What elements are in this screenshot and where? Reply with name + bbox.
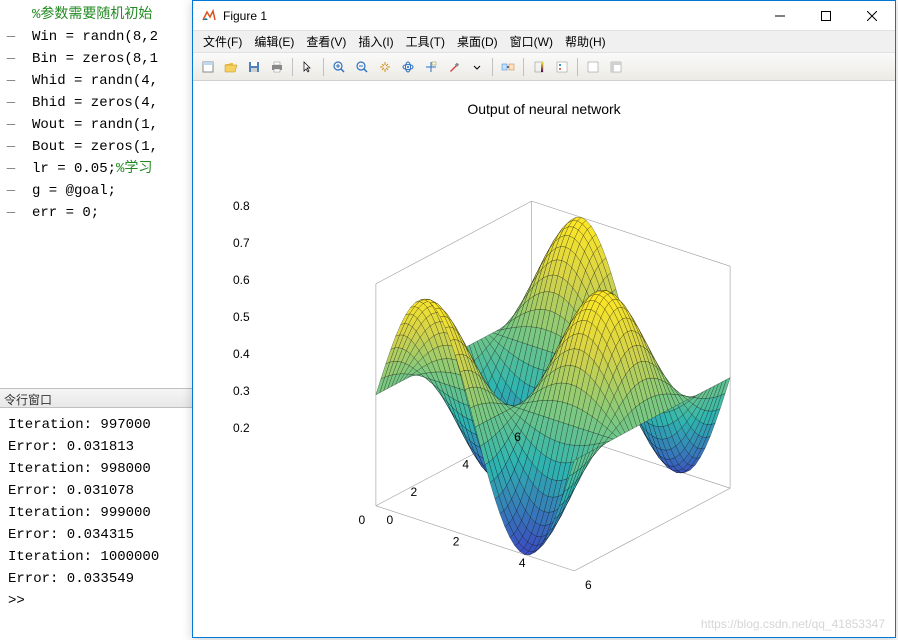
hide-tools-icon[interactable] (582, 56, 604, 78)
command-window[interactable]: Iteration: 997000Error: 0.031813Iteratio… (0, 410, 200, 640)
brush-dropdown-icon[interactable] (466, 56, 488, 78)
command-output-line: Iteration: 997000 (8, 414, 192, 436)
figure-window: Figure 1 文件(F)编辑(E)查看(V)插入(I)工具(T)桌面(D)窗… (192, 0, 896, 638)
command-output-line: >> (8, 590, 192, 612)
code-editor: %参数需要随机初始—Win = randn(8,2—Bin = zeros(8,… (0, 0, 200, 380)
command-output-line: Error: 0.031813 (8, 436, 192, 458)
data-cursor-icon[interactable] (420, 56, 442, 78)
pointer-icon[interactable] (297, 56, 319, 78)
svg-text:6: 6 (514, 430, 521, 444)
surface-plot: 0 2 4 6 6 4 2 0 (223, 136, 873, 626)
rotate-3d-icon[interactable] (397, 56, 419, 78)
z-tick-label: 0.5 (233, 310, 250, 324)
menu-item[interactable]: 查看(V) (300, 31, 352, 52)
breakpoint-gutter[interactable]: — (0, 92, 22, 114)
code-text: Win = randn(8,2 (22, 26, 158, 48)
menu-item[interactable]: 工具(T) (400, 31, 451, 52)
figure-menubar: 文件(F)编辑(E)查看(V)插入(I)工具(T)桌面(D)窗口(W)帮助(H) (193, 31, 895, 53)
svg-text:4: 4 (462, 458, 469, 472)
code-text: g = @goal; (22, 180, 116, 202)
code-text: Bin = zeros(8,1 (22, 48, 158, 70)
close-button[interactable] (849, 1, 895, 31)
matlab-icon (201, 8, 217, 24)
svg-text:2: 2 (453, 534, 460, 548)
save-icon[interactable] (243, 56, 265, 78)
svg-text:6: 6 (585, 578, 592, 592)
z-tick-label: 0.8 (233, 199, 250, 213)
minimize-button[interactable] (757, 1, 803, 31)
link-icon[interactable] (497, 56, 519, 78)
z-tick-label: 0.2 (233, 421, 250, 435)
editor-line: —err = 0; (0, 202, 200, 224)
figure-axes[interactable]: Output of neural network 0 2 4 6 6 4 2 0 0.8 0.7… (193, 81, 895, 637)
breakpoint-gutter[interactable]: — (0, 158, 22, 180)
maximize-button[interactable] (803, 1, 849, 31)
toolbar-separator (577, 58, 578, 76)
toolbar-separator (492, 58, 493, 76)
menu-item[interactable]: 桌面(D) (451, 31, 504, 52)
breakpoint-gutter[interactable]: — (0, 180, 22, 202)
editor-line: —g = @goal; (0, 180, 200, 202)
figure-titlebar[interactable]: Figure 1 (193, 1, 895, 31)
editor-line: —lr = 0.05;%学习 (0, 158, 200, 180)
z-tick-label: 0.6 (233, 273, 250, 287)
show-tools-icon[interactable] (605, 56, 627, 78)
colorbar-icon[interactable] (528, 56, 550, 78)
code-text: %参数需要随机初始 (22, 4, 152, 26)
breakpoint-gutter[interactable]: — (0, 114, 22, 136)
z-tick-label: 0.3 (233, 384, 250, 398)
menu-item[interactable]: 文件(F) (197, 31, 248, 52)
code-text: Bhid = zeros(4, (22, 92, 158, 114)
menu-item[interactable]: 编辑(E) (248, 31, 300, 52)
editor-line: —Win = randn(8,2 (0, 26, 200, 48)
zoom-out-icon[interactable] (351, 56, 373, 78)
command-output-line: Iteration: 1000000 (8, 546, 192, 568)
command-output-line: Iteration: 999000 (8, 502, 192, 524)
svg-text:0: 0 (387, 513, 394, 527)
command-output-line: Error: 0.033549 (8, 568, 192, 590)
z-tick-label: 0.7 (233, 236, 250, 250)
breakpoint-gutter[interactable]: — (0, 70, 22, 92)
toolbar-separator (292, 58, 293, 76)
editor-line: —Whid = randn(4, (0, 70, 200, 92)
svg-text:4: 4 (519, 556, 526, 570)
z-tick-label: 0.4 (233, 347, 250, 361)
command-output-line: Error: 0.034315 (8, 524, 192, 546)
figure-title: Figure 1 (223, 9, 757, 23)
menu-item[interactable]: 帮助(H) (559, 31, 612, 52)
command-output-line: Error: 0.031078 (8, 480, 192, 502)
editor-line: —Bin = zeros(8,1 (0, 48, 200, 70)
toolbar-separator (523, 58, 524, 76)
print-icon[interactable] (266, 56, 288, 78)
menu-item[interactable]: 插入(I) (352, 31, 399, 52)
breakpoint-gutter[interactable]: — (0, 136, 22, 158)
code-text: lr = 0.05;%学习 (22, 158, 152, 180)
menu-item[interactable]: 窗口(W) (504, 31, 559, 52)
command-window-header: 令行窗口 (0, 388, 200, 408)
open-icon[interactable] (220, 56, 242, 78)
editor-line: —Bhid = zeros(4, (0, 92, 200, 114)
toolbar-separator (323, 58, 324, 76)
figure-toolbar (193, 53, 895, 81)
breakpoint-gutter[interactable]: — (0, 48, 22, 70)
plot-title: Output of neural network (193, 101, 895, 117)
breakpoint-gutter[interactable]: — (0, 202, 22, 224)
zoom-in-icon[interactable] (328, 56, 350, 78)
legend-icon[interactable] (551, 56, 573, 78)
code-text: Bout = zeros(1, (22, 136, 158, 158)
breakpoint-gutter[interactable]: — (0, 26, 22, 48)
code-text: Wout = randn(1, (22, 114, 158, 136)
brush-icon[interactable] (443, 56, 465, 78)
editor-line: —Wout = randn(1, (0, 114, 200, 136)
new-figure-icon[interactable] (197, 56, 219, 78)
code-text: Whid = randn(4, (22, 70, 158, 92)
svg-text:2: 2 (410, 485, 417, 499)
svg-text:0: 0 (359, 513, 366, 527)
watermark: https://blog.csdn.net/qq_41853347 (701, 617, 885, 631)
editor-line: %参数需要随机初始 (0, 4, 200, 26)
command-output-line: Iteration: 998000 (8, 458, 192, 480)
code-text: err = 0; (22, 202, 99, 224)
pan-icon[interactable] (374, 56, 396, 78)
editor-line: —Bout = zeros(1, (0, 136, 200, 158)
